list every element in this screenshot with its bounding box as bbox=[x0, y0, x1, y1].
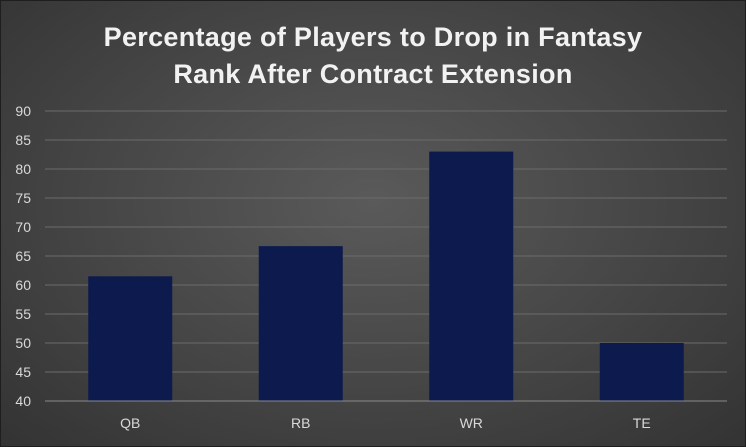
bar-qb bbox=[88, 276, 173, 401]
y-tick-label: 45 bbox=[15, 364, 31, 380]
y-tick-label: 60 bbox=[15, 277, 31, 293]
y-tick-label: 55 bbox=[15, 306, 31, 322]
y-tick-label: 75 bbox=[15, 190, 31, 206]
axes: 40 45 50 55 60 65 70 75 80 85 90 QB RB WR TE bbox=[15, 103, 727, 431]
y-tick-label: 65 bbox=[15, 248, 31, 264]
x-tick-label: QB bbox=[120, 415, 140, 431]
chart-title-line-2: Rank After Contract Extension bbox=[173, 59, 573, 89]
bars bbox=[88, 151, 684, 401]
bar-te bbox=[599, 343, 684, 401]
chart-title-line-1: Percentage of Players to Drop in Fantasy bbox=[103, 22, 643, 52]
y-tick-label: 40 bbox=[15, 393, 31, 409]
y-tick-label: 80 bbox=[15, 161, 31, 177]
y-tick-label: 70 bbox=[15, 219, 31, 235]
x-tick-label: WR bbox=[460, 415, 483, 431]
bar-wr bbox=[429, 151, 514, 401]
gridlines bbox=[45, 110, 727, 373]
x-tick-label: TE bbox=[633, 415, 651, 431]
y-tick-label: 50 bbox=[15, 335, 31, 351]
bar-rb bbox=[258, 246, 343, 401]
x-tick-label: RB bbox=[291, 415, 310, 431]
chart-title: Percentage of Players to Drop in Fantasy… bbox=[1, 19, 745, 93]
y-tick-label: 85 bbox=[15, 132, 31, 148]
y-tick-label: 90 bbox=[15, 103, 31, 119]
